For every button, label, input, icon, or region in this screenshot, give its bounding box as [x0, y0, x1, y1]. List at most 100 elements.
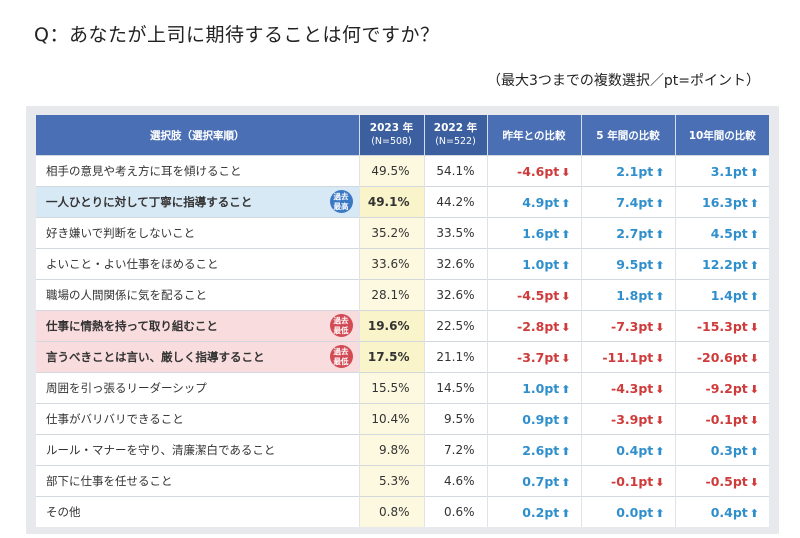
row-item-cell: 仕事に情熱を持って取り組むこと 過去 最低 [36, 310, 359, 342]
record-high-badge: 過去 最高 [329, 190, 353, 213]
table-row: 好き嫌いで判断をしないこと 35.2% 33.5% 1.6pt ⬆ 2.7pt ⬆ 4.5pt… [36, 217, 769, 249]
arrow-down-icon: ⬇ [561, 289, 571, 303]
diff-10-years-value: 0.3pt [710, 442, 748, 458]
diff-last-year: 4.9pt ⬆ [486, 186, 581, 218]
diff-5-years: -3.9pt ⬇ [580, 403, 675, 435]
diff-5-years-value: -4.3pt [611, 380, 654, 396]
value-2022: 7.2% [423, 434, 487, 466]
value-2022: 33.5% [423, 217, 487, 249]
value-2022: 32.6% [423, 279, 487, 311]
badge-text: 最高 [333, 201, 349, 211]
table-row: 周囲を引っ張るリーダーシップ 15.5% 14.5% 1.0pt ⬆ -4.3pt ⬇ -9.… [36, 372, 769, 404]
diff-last-year: 0.7pt ⬆ [486, 465, 581, 497]
diff-5-years-value: 2.7pt [616, 225, 654, 241]
header-vs-last-year: 昨年との比較 [486, 115, 581, 156]
table-row: 職場の人間関係に気を配ること 28.1% 32.6% -4.5pt ⬇ 1.8pt ⬆ 1.4… [36, 279, 769, 311]
diff-last-year-value: 1.0pt [522, 256, 560, 272]
row-item-label: 一人ひとりに対して丁寧に指導すること [46, 195, 253, 209]
row-item-label: 仕事がバリバリできること [46, 412, 184, 426]
diff-10-years-value: 12.2pt [702, 256, 748, 272]
diff-5-years-value: -11.1pt [602, 349, 654, 365]
diff-10-years: -15.3pt ⬇ [674, 310, 769, 342]
diff-5-years: -7.3pt ⬇ [580, 310, 675, 342]
diff-10-years: 16.3pt ⬆ [674, 186, 769, 218]
row-item-cell: 相手の意見や考え方に耳を傾けること [36, 155, 359, 187]
diff-last-year: 1.0pt ⬆ [486, 248, 581, 280]
row-item-label: 言うべきことは言い、厳しく指導すること [46, 350, 265, 364]
diff-last-year-value: -4.6pt [517, 163, 560, 179]
diff-5-years-value: 0.0pt [616, 504, 654, 520]
value-2022: 21.1% [423, 341, 487, 373]
arrow-up-icon: ⬆ [749, 227, 759, 241]
badge-text: 過去 [333, 315, 349, 325]
diff-5-years-value: -3.9pt [611, 411, 654, 427]
table-row: 仕事に情熱を持って取り組むこと 過去 最低 19.6% 22.5% -2.8pt ⬇ -7.3… [36, 310, 769, 342]
arrow-up-icon: ⬆ [749, 506, 759, 520]
diff-10-years: 3.1pt ⬆ [674, 155, 769, 187]
table-row: 言うべきことは言い、厳しく指導すること 過去 最低 17.5% 21.1% -3.7pt ⬇… [36, 341, 769, 373]
row-item-cell: 職場の人間関係に気を配ること [36, 279, 359, 311]
value-2023: 19.6% [358, 310, 424, 342]
record-low-badge: 過去 最低 [329, 345, 353, 368]
row-item-label: 周囲を引っ張るリーダーシップ [46, 381, 207, 395]
arrow-down-icon: ⬇ [655, 475, 665, 489]
arrow-up-icon: ⬆ [655, 258, 665, 272]
diff-5-years-value: -7.3pt [611, 318, 654, 334]
arrow-down-icon: ⬇ [749, 475, 759, 489]
value-2023: 17.5% [358, 341, 424, 373]
diff-10-years: 0.4pt ⬆ [674, 496, 769, 527]
diff-10-years: 0.3pt ⬆ [674, 434, 769, 466]
arrow-up-icon: ⬆ [655, 289, 665, 303]
value-2023: 49.5% [358, 155, 424, 187]
header-2023: 2023 年 (N=508) [358, 115, 424, 156]
arrow-down-icon: ⬇ [561, 351, 571, 365]
arrow-up-icon: ⬆ [749, 196, 759, 210]
header-vs-5-years: 5 年間の比較 [580, 115, 675, 156]
arrow-up-icon: ⬆ [655, 196, 665, 210]
table-row: その他 0.8% 0.6% 0.2pt ⬆ 0.0pt ⬆ 0.4pt ⬆ [36, 496, 769, 527]
arrow-down-icon: ⬇ [749, 382, 759, 396]
row-item-cell: 部下に仕事を任せること [36, 465, 359, 497]
arrow-up-icon: ⬆ [655, 165, 665, 179]
value-2022: 54.1% [423, 155, 487, 187]
diff-last-year-value: 0.7pt [522, 473, 560, 489]
arrow-down-icon: ⬇ [749, 320, 759, 334]
diff-last-year: -2.8pt ⬇ [486, 310, 581, 342]
diff-last-year: 2.6pt ⬆ [486, 434, 581, 466]
diff-10-years: -0.1pt ⬇ [674, 403, 769, 435]
diff-10-years: 12.2pt ⬆ [674, 248, 769, 280]
diff-last-year: 0.2pt ⬆ [486, 496, 581, 527]
arrow-down-icon: ⬇ [655, 320, 665, 334]
value-2023: 5.3% [358, 465, 424, 497]
row-item-label: 職場の人間関係に気を配ること [46, 288, 207, 302]
header-item: 選択肢（選択率順） [36, 115, 359, 156]
header-2023-year: 2023 年 [369, 122, 414, 134]
arrow-up-icon: ⬆ [655, 227, 665, 241]
results-panel: 選択肢（選択率順） 2023 年 (N=508) 2022 年 (N=522) … [26, 106, 779, 534]
diff-last-year-value: 1.6pt [522, 225, 560, 241]
arrow-up-icon: ⬆ [749, 444, 759, 458]
diff-last-year-value: -4.5pt [517, 287, 560, 303]
value-2022: 14.5% [423, 372, 487, 404]
diff-10-years: -20.6pt ⬇ [674, 341, 769, 373]
row-item-cell: ルール・マナーを守り、清廉潔白であること [36, 434, 359, 466]
table-row: 仕事がバリバリできること 10.4% 9.5% 0.9pt ⬆ -3.9pt ⬇ -0.1pt… [36, 403, 769, 435]
arrow-up-icon: ⬆ [561, 475, 571, 489]
header-vs-10-years: 10年間の比較 [674, 115, 769, 156]
badge-text: 最低 [333, 325, 349, 335]
table-row: 部下に仕事を任せること 5.3% 4.6% 0.7pt ⬆ -0.1pt ⬇ -0.5pt ⬇ [36, 465, 769, 497]
arrow-up-icon: ⬆ [749, 165, 759, 179]
diff-last-year-value: 1.0pt [522, 380, 560, 396]
value-2022: 4.6% [423, 465, 487, 497]
value-2023: 49.1% [358, 186, 424, 218]
row-item-label: 相手の意見や考え方に耳を傾けること [46, 164, 242, 178]
header-2023-n: (N=508) [371, 136, 412, 147]
value-2023: 15.5% [358, 372, 424, 404]
arrow-down-icon: ⬇ [655, 413, 665, 427]
arrow-up-icon: ⬆ [561, 506, 571, 520]
row-item-cell: 一人ひとりに対して丁寧に指導すること 過去 最高 [36, 186, 359, 218]
diff-last-year-value: -3.7pt [517, 349, 560, 365]
diff-5-years: -4.3pt ⬇ [580, 372, 675, 404]
value-2022: 22.5% [423, 310, 487, 342]
diff-last-year: -3.7pt ⬇ [486, 341, 581, 373]
